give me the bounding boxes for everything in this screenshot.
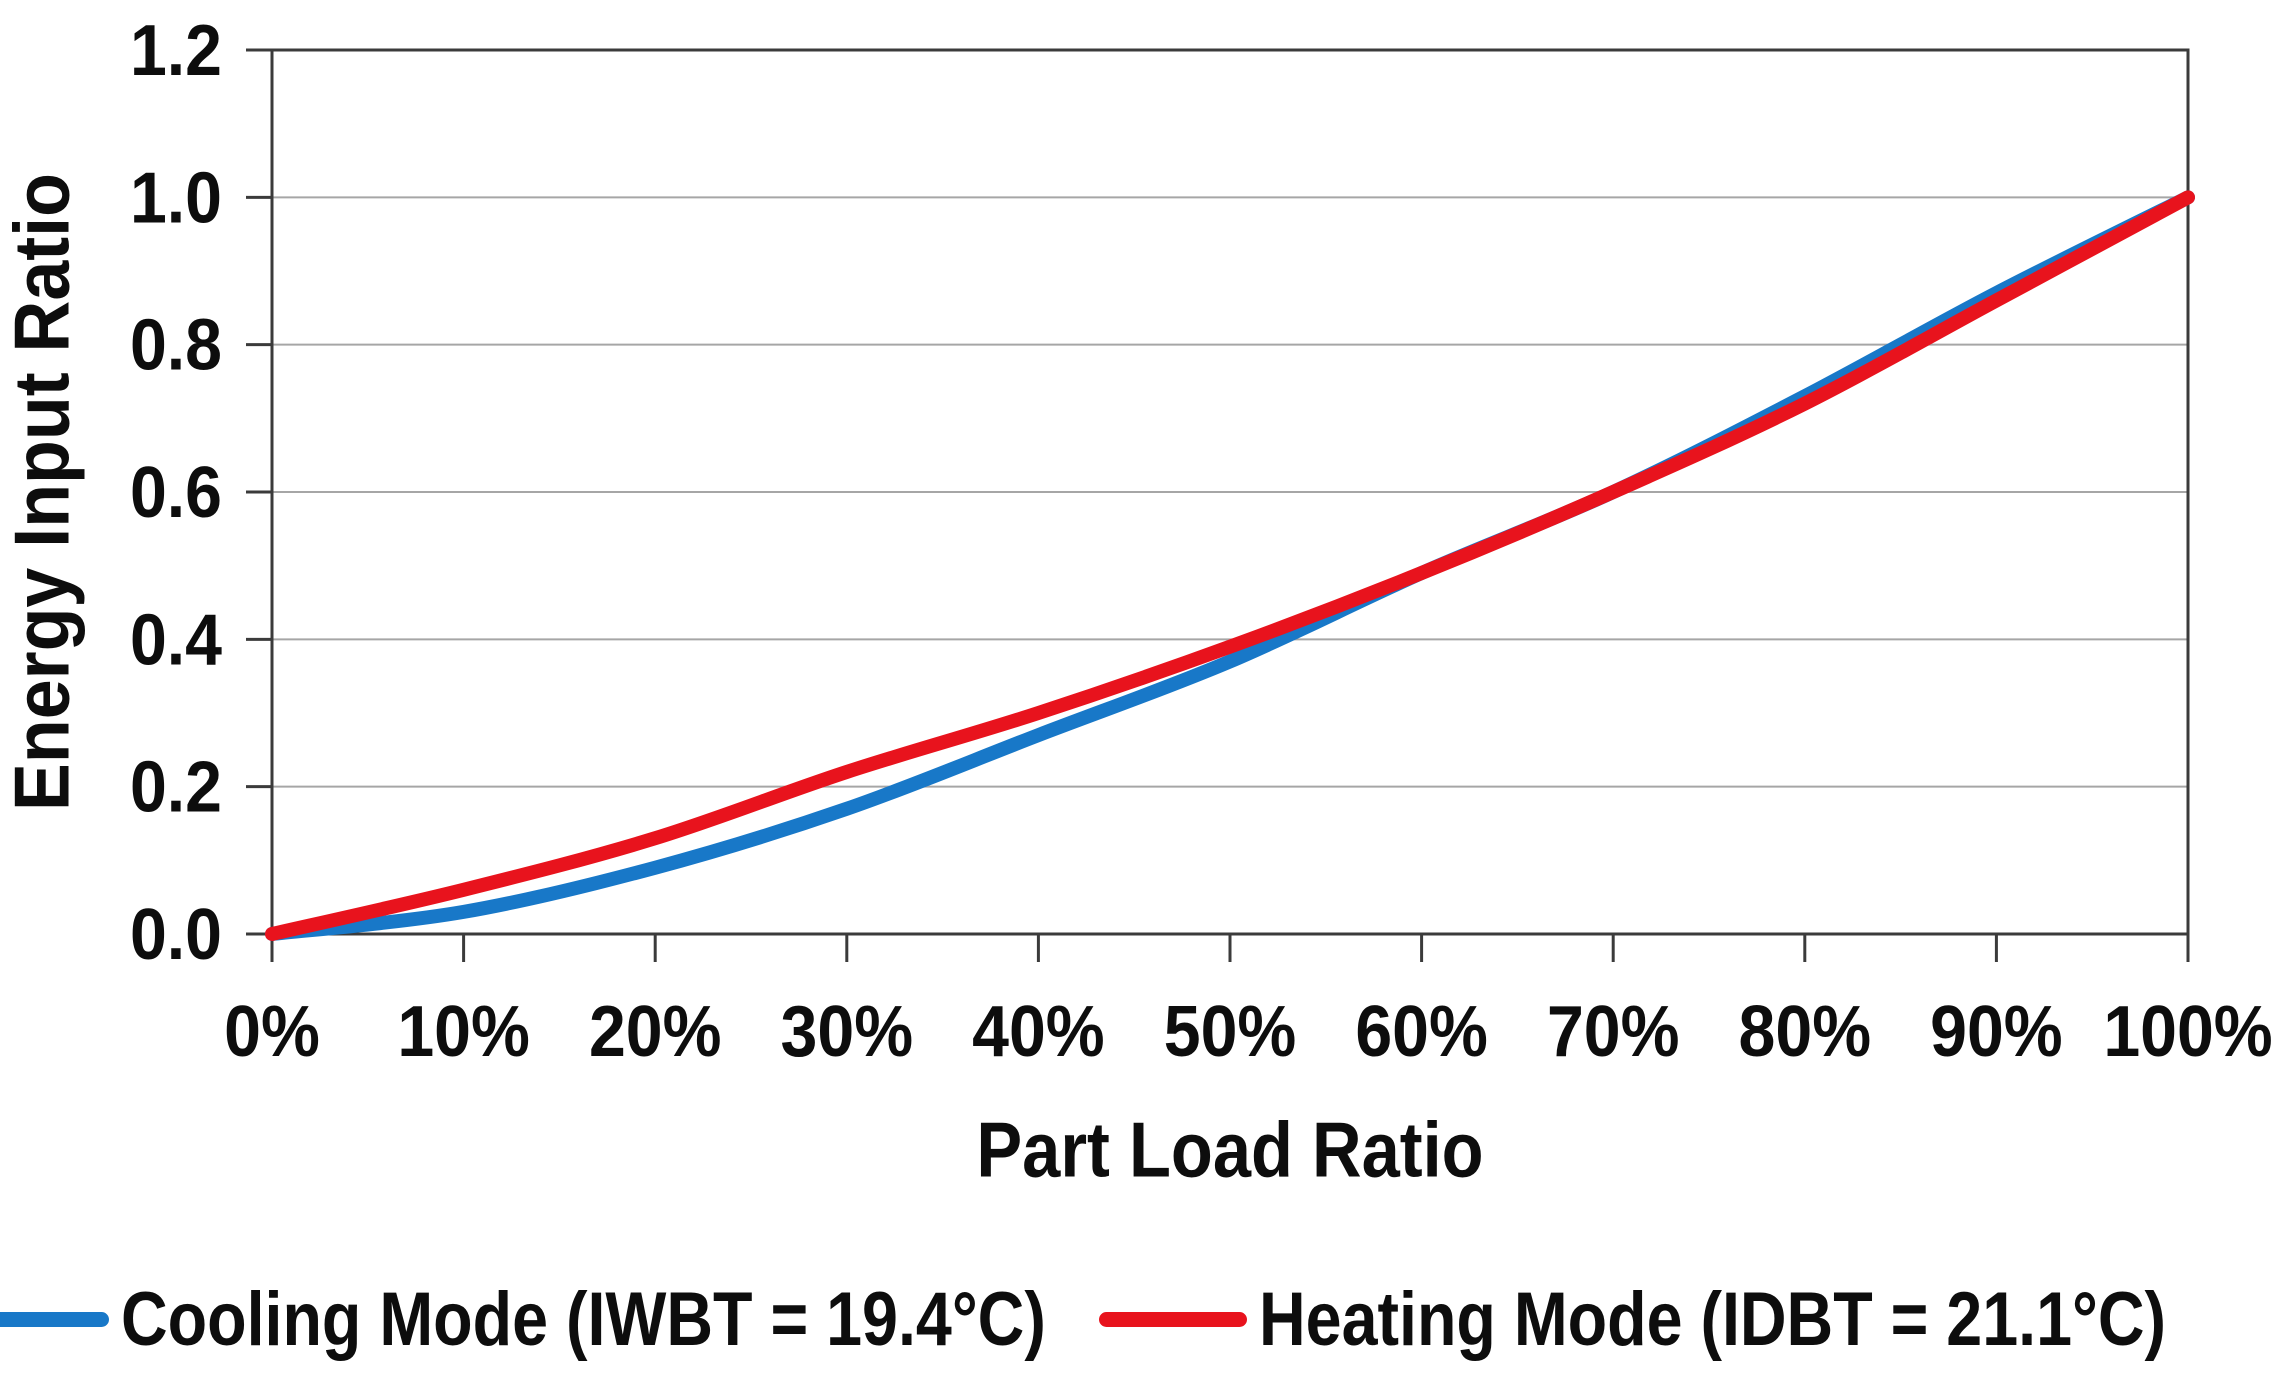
svg-text:50%: 50% — [1164, 990, 1297, 1071]
svg-text:0.4: 0.4 — [130, 599, 223, 680]
svg-text:0%: 0% — [224, 990, 320, 1071]
y-tick-label-0.0: 0.0 — [130, 893, 222, 974]
y-tick-label-1.0: 1.0 — [130, 157, 222, 238]
svg-text:10%: 10% — [397, 990, 530, 1071]
x-tick-label-70%: 70% — [1547, 990, 1680, 1071]
curve-heating-mode — [265, 190, 2195, 941]
legend-item-cooling: Cooling Mode (IWBT = 19.4°C) — [0, 1276, 1089, 1363]
heating-legend-label: Heating Mode (IDBT = 21.1°C) — [1259, 1277, 2167, 1362]
x-tick-label-80%: 80% — [1739, 990, 1872, 1071]
y-tick-label-0.8: 0.8 — [130, 304, 222, 385]
legend-item-heating: Heating Mode (IDBT = 21.1°C) — [1099, 1276, 2288, 1363]
cooling-legend-label: Cooling Mode (IWBT = 19.4°C) — [121, 1277, 1047, 1362]
x-tick-label-50%: 50% — [1164, 990, 1297, 1071]
svg-text:0.6: 0.6 — [130, 451, 222, 532]
svg-text:60%: 60% — [1355, 990, 1488, 1071]
legend: Cooling Mode (IWBT = 19.4°C) Heating Mod… — [0, 1276, 2288, 1363]
x-tick-label-40%: 40% — [972, 990, 1105, 1071]
svg-text:40%: 40% — [972, 990, 1105, 1071]
x-tick-label-0%: 0% — [224, 990, 320, 1071]
svg-text:1.0: 1.0 — [130, 157, 222, 238]
y-tick-label-0.4: 0.4 — [130, 599, 223, 680]
svg-text:100%: 100% — [2103, 990, 2272, 1071]
svg-text:70%: 70% — [1547, 990, 1680, 1071]
svg-text:30%: 30% — [781, 990, 914, 1071]
svg-text:80%: 80% — [1739, 990, 1872, 1071]
svg-text:1.2: 1.2 — [130, 9, 222, 90]
x-tick-label-20%: 20% — [589, 990, 722, 1071]
svg-text:0.2: 0.2 — [130, 746, 222, 827]
x-tick-label-90%: 90% — [1930, 990, 2063, 1071]
plot-svg: 0.0 0.2 0.4 0.6 0.8 1.0 1.2 0% 10% 20% 30% 40% 50% 60… — [130, 9, 2273, 1071]
svg-text:0.8: 0.8 — [130, 304, 222, 385]
x-tick-label-10%: 10% — [397, 990, 530, 1071]
cooling-line-swatch — [0, 1312, 110, 1327]
svg-text:90%: 90% — [1930, 990, 2063, 1071]
x-tick-label-100%: 100% — [2103, 990, 2272, 1071]
y-tick-label-0.2: 0.2 — [130, 746, 222, 827]
heating-line-swatch — [1099, 1312, 1248, 1327]
svg-text:20%: 20% — [589, 990, 722, 1071]
x-tick-label-60%: 60% — [1355, 990, 1488, 1071]
x-tick-label-30%: 30% — [781, 990, 914, 1071]
curve-cooling-mode — [265, 190, 2195, 941]
svg-text:0.0: 0.0 — [130, 893, 222, 974]
y-axis-title: Energy Input Ratio — [0, 173, 86, 811]
y-tick-label-0.6: 0.6 — [130, 451, 222, 532]
y-tick-label-1.2: 1.2 — [130, 9, 222, 90]
x-axis-title: Part Load Ratio — [976, 1105, 1484, 1194]
